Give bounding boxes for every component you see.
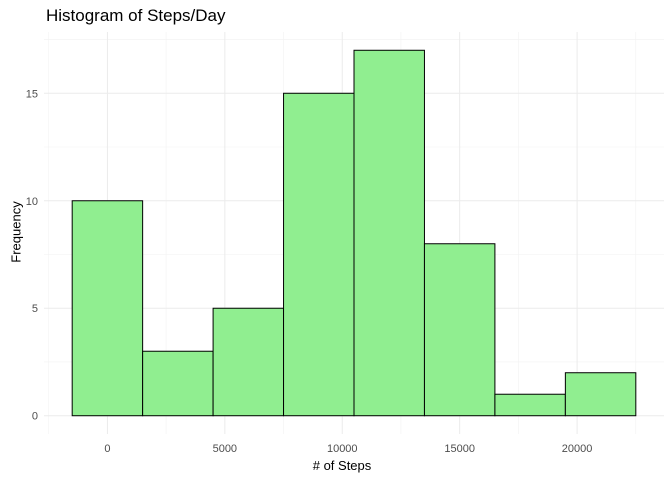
y-tick-label: 0: [32, 411, 38, 423]
y-tick-label: 15: [26, 88, 38, 100]
histogram-bar-8: [564, 372, 637, 417]
y-tick-label: 10: [26, 196, 38, 208]
histogram-bar-3: [212, 307, 285, 417]
histogram-bar-4: [283, 92, 355, 417]
histogram-bar-1: [71, 200, 144, 417]
chart-title: Histogram of Steps/Day: [46, 6, 226, 25]
x-axis-title: # of Steps: [312, 458, 372, 473]
histogram-bar-7: [494, 393, 566, 417]
x-tick-label: 5000: [213, 443, 237, 455]
y-tick-label: 5: [32, 303, 38, 315]
x-tick-label: 15000: [444, 443, 475, 455]
histogram-bar-2: [142, 350, 214, 417]
histogram-bar-5: [353, 49, 425, 417]
x-tick-label: 0: [104, 443, 110, 455]
histogram-bar-6: [423, 243, 496, 417]
x-tick-label: 20000: [562, 443, 593, 455]
x-tick-label: 10000: [327, 443, 358, 455]
